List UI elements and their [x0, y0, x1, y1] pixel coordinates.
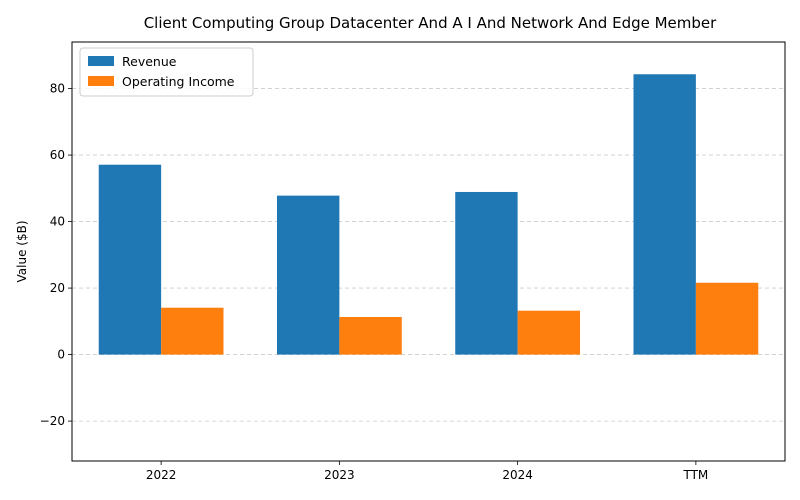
legend-label: Revenue: [122, 54, 177, 69]
bars: [98, 74, 759, 355]
bar-operating-income-2022: [161, 307, 224, 355]
x-tick-label: 2023: [324, 468, 355, 482]
bar-revenue-ttm: [633, 74, 696, 355]
y-tick-label: −20: [40, 414, 65, 428]
plot-frame: [71, 41, 786, 462]
bar-revenue-2023: [276, 195, 340, 355]
legend-swatch: [88, 76, 114, 86]
x-tick-label: 2022: [146, 468, 177, 482]
y-tick-label: 60: [50, 148, 65, 162]
legend-box: [79, 47, 254, 97]
x-tick-label: 2024: [502, 468, 533, 482]
x-tick-label: TTM: [682, 468, 708, 482]
legend: Revenue Operating Income: [79, 47, 254, 97]
axes: −20 0 20 40 60 80 2022 2023 2024 TTM: [40, 41, 786, 482]
y-axis-label: Value ($B): [15, 221, 29, 283]
y-tick-label: 0: [57, 348, 65, 362]
bar-operating-income-2023: [339, 317, 402, 355]
legend-label: Operating Income: [122, 74, 235, 89]
y-tick-label: 80: [50, 82, 65, 96]
chart-title: Client Computing Group Datacenter And A …: [144, 14, 717, 32]
bar-operating-income-2024: [517, 310, 581, 355]
legend-swatch: [88, 56, 114, 66]
bar-revenue-2024: [455, 191, 518, 355]
bar-operating-income-ttm: [695, 282, 759, 355]
y-tick-label: 20: [50, 281, 65, 295]
bar-revenue-2022: [98, 164, 162, 355]
y-tick-label: 40: [50, 215, 65, 229]
